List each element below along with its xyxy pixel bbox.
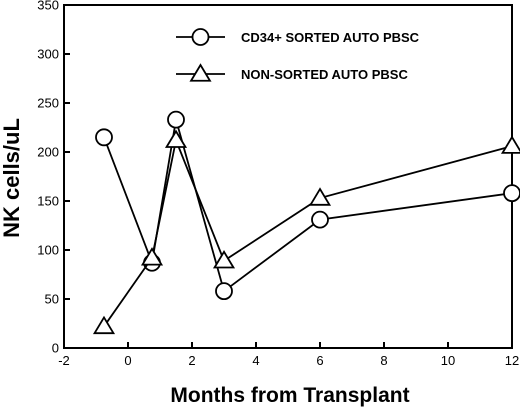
x-tick-label: 10 (441, 353, 455, 368)
y-tick-label: 350 (37, 0, 59, 13)
y-tick-label: 300 (37, 47, 59, 62)
triangle-marker (92, 315, 116, 335)
x-tick-label: -2 (58, 353, 70, 368)
y-tick-label: 250 (37, 96, 59, 111)
legend-item-1: CD34+ SORTED AUTO PBSC (176, 28, 420, 46)
series-layer (92, 110, 520, 335)
x-tick-label: 8 (380, 353, 387, 368)
y-tick-label: 100 (37, 243, 59, 258)
circle-marker (95, 128, 113, 147)
circle-marker (215, 282, 233, 301)
triangle-marker (308, 187, 332, 206)
x-axis-title: Months from Transplant (170, 384, 409, 407)
legend-triangle-marker (189, 63, 212, 82)
plot-frame (63, 4, 513, 349)
y-tick-label: 200 (37, 145, 59, 160)
circle-marker (311, 210, 329, 229)
legend-item-2: NON-SORTED AUTO PBSC (176, 63, 408, 82)
x-tick-label: 4 (252, 353, 259, 368)
x-tick-label: 2 (188, 353, 195, 368)
legend: CD34+ SORTED AUTO PBSC NON-SORTED AUTO PB… (176, 28, 420, 82)
series-line (103, 119, 513, 293)
series-line (103, 137, 513, 327)
circle-marker (503, 184, 520, 203)
triangle-marker (164, 129, 188, 148)
legend-label: NON-SORTED AUTO PBSC (241, 67, 408, 82)
legend-circle-marker (191, 28, 210, 46)
y-tick-label: 50 (45, 292, 59, 307)
plot-border (63, 4, 513, 349)
x-tick-label: 12 (505, 353, 519, 368)
x-tick-label: 6 (316, 353, 323, 368)
series-2 (92, 129, 520, 335)
y-tick-label: 150 (37, 194, 59, 209)
y-axis: 0 50 100 150 200 250 300 350 (37, 0, 70, 356)
y-axis-title: NK cells/uL (0, 118, 24, 238)
x-tick-label: 0 (124, 353, 131, 368)
y-tick-label: 0 (52, 341, 59, 356)
triangle-marker (140, 247, 164, 266)
triangle-marker (212, 250, 236, 269)
triangle-marker (500, 135, 520, 154)
x-axis: -2 0 2 4 6 8 10 12 (58, 342, 519, 368)
legend-label: CD34+ SORTED AUTO PBSC (241, 30, 420, 45)
circle-marker (167, 110, 185, 129)
